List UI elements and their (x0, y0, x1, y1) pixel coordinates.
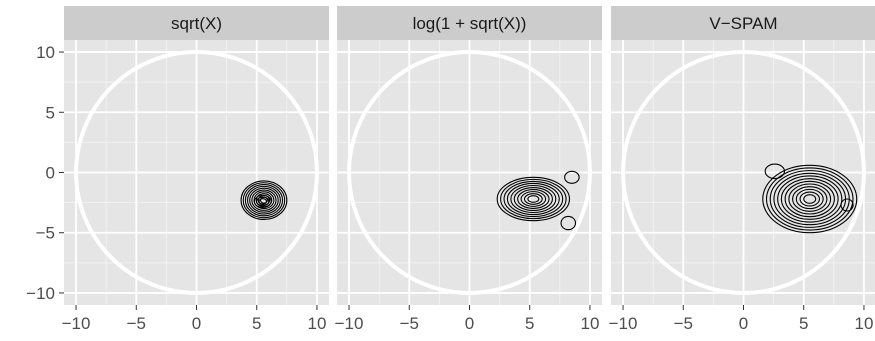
x-tick-label: 0 (739, 314, 748, 333)
y-tick-label: −5 (36, 224, 55, 243)
strip-label: log(1 + sqrt(X)) (413, 14, 527, 33)
facet-panels: sqrt(X) log(1 + sqrt(X)) V−SPAM (64, 6, 875, 305)
x-tick-label: −5 (127, 314, 146, 333)
x-tick-label: 10 (854, 314, 873, 333)
x-tick-label: 5 (252, 314, 261, 333)
x-tick-label: 10 (307, 314, 326, 333)
x-tick-label: −5 (400, 314, 419, 333)
x-tick-label: 5 (799, 314, 808, 333)
x-tick-label: 10 (580, 314, 599, 333)
x-tick-label: −10 (62, 314, 91, 333)
strip-label: sqrt(X) (171, 14, 222, 33)
x-axis-panel-1: −10 −5 0 5 10 (62, 305, 327, 333)
panel-3: V−SPAM (611, 6, 875, 305)
y-axis: 10 5 0 −5 −10 (26, 43, 64, 303)
x-axis-panel-2: −10 −5 0 5 10 (335, 305, 600, 333)
x-tick-label: −10 (335, 314, 364, 333)
x-axes: −10 −5 0 5 10 −10 −5 0 5 10 −10 −5 0 5 10 (62, 305, 874, 333)
y-tick-label: −10 (26, 284, 55, 303)
x-tick-label: −5 (674, 314, 693, 333)
y-tick-label: 5 (46, 103, 55, 122)
strip-label: V−SPAM (709, 14, 777, 33)
panel-2: log(1 + sqrt(X)) (337, 6, 602, 305)
x-tick-label: 0 (465, 314, 474, 333)
y-tick-label: 0 (46, 164, 55, 183)
x-tick-label: 5 (525, 314, 534, 333)
panel-1: sqrt(X) (64, 6, 329, 305)
x-axis-panel-3: −10 −5 0 5 10 (609, 305, 874, 333)
y-tick-label: 10 (36, 43, 55, 62)
x-tick-label: −10 (609, 314, 638, 333)
x-tick-label: 0 (192, 314, 201, 333)
